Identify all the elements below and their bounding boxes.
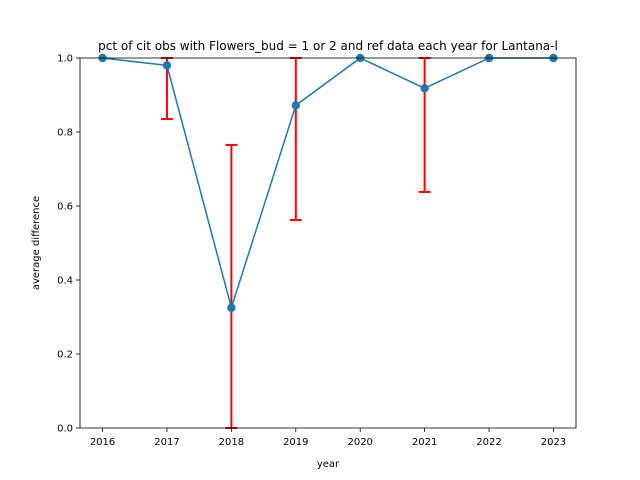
y-axis-label: average difference [31,196,42,290]
y-tick-label: 0.4 [57,276,73,287]
data-point [162,61,172,70]
y-tick-label: 0.0 [57,424,73,435]
x-tick-label: 2019 [283,437,308,448]
x-axis-ticks: 2016 2017 2018 2019 2020 2021 2022 2023 [90,428,566,448]
x-tick-label: 2022 [476,437,501,448]
data-point [227,303,236,312]
plot-frame [79,57,577,429]
data-markers [98,53,558,312]
plot-background [80,58,576,428]
data-point [291,101,300,110]
x-tick-label: 2023 [541,437,566,448]
chart-title: pct of cit obs with Flowers_bud = 1 or 2… [98,39,558,53]
data-point [420,84,429,93]
y-tick-label: 0.2 [57,350,73,361]
x-tick-label: 2021 [412,437,437,448]
y-axis-ticks: 0.0 0.2 0.4 0.6 0.8 1.0 [57,54,80,435]
x-tick-label: 2016 [90,437,115,448]
y-tick-label: 0.8 [57,128,73,139]
x-tick-label: 2020 [347,437,372,448]
series-line [102,57,554,311]
x-tick-label: 2018 [219,437,244,448]
x-axis-label: year [317,459,340,470]
y-tick-label: 0.6 [57,202,73,213]
x-tick-label: 2017 [154,437,179,448]
y-tick-label: 1.0 [57,54,73,65]
